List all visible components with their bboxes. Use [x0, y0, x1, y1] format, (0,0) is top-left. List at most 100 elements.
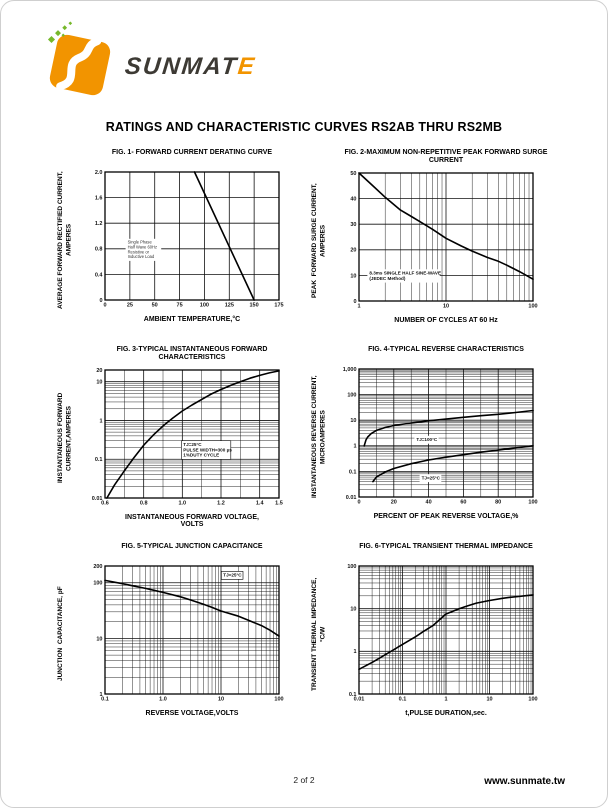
- figure-1-plot: 0 25 50 75 100 125 150 175 0 0.4 0.8 1.2 1.6 2.0 Singl…: [95, 170, 284, 309]
- svg-text:1,000: 1,000: [343, 367, 357, 373]
- y-axis-label: TRANSIENT THERMAL IMPEDANCE, °C/W: [311, 577, 327, 691]
- x-axis-label: INSTANTANEOUS FORWARD VOLTAGE, VOLTS: [125, 514, 259, 529]
- svg-text:TJ=100°C: TJ=100°C: [416, 437, 438, 442]
- figure-5: FIG. 5-TYPICAL JUNCTION CAPACITANCE JUNC…: [57, 543, 301, 740]
- curves: [358, 594, 534, 671]
- svg-text:0.01: 0.01: [346, 495, 357, 501]
- annotation: TJ=100°C: [414, 435, 439, 444]
- svg-text:10: 10: [443, 304, 449, 310]
- svg-text:0: 0: [353, 299, 356, 305]
- grid-lines: [104, 369, 280, 499]
- logo-wordmark-main: SUNMAT: [123, 53, 240, 80]
- svg-text:(JEDEC Method): (JEDEC Method): [369, 276, 405, 281]
- svg-text:30: 30: [350, 222, 356, 228]
- y-axis-label: PEAK FORWARD SURGE CURRENT, AMPERES: [311, 183, 327, 299]
- curve-junction-capacitance: [104, 579, 280, 637]
- svg-text:1.0: 1.0: [159, 697, 167, 703]
- grid-lines: [358, 565, 534, 695]
- svg-text:2.0: 2.0: [95, 170, 103, 176]
- svg-text:200: 200: [93, 564, 102, 570]
- x-tick-labels: 0.01 0.1 1 10 100: [354, 697, 538, 703]
- svg-text:1: 1: [99, 692, 102, 698]
- figure-4: FIG. 4-TYPICAL REVERSE CHARACTERISTICS I…: [311, 346, 555, 543]
- svg-text:100: 100: [274, 697, 283, 703]
- figure-title: FIG. 2-MAXIMUM NON-REPETITIVE PEAK FORWA…: [344, 149, 548, 165]
- figure-1: FIG. 1- FORWARD CURRENT DERATING CURVE A…: [57, 149, 301, 346]
- sunmate-logo-icon: [47, 21, 111, 96]
- svg-text:Single Phase: Single Phase: [128, 240, 153, 245]
- plot-border: [358, 368, 534, 498]
- svg-text:1.5: 1.5: [275, 501, 283, 507]
- x-axis-label: REVERSE VOLTAGE,VOLTS: [145, 710, 239, 717]
- y-tick-labels: 0.01 0.1 1 10 100 1,000: [343, 367, 357, 501]
- x-axis-label: NUMBER OF CYCLES AT 60 Hz: [394, 317, 498, 325]
- svg-text:Half Wave 60Hz: Half Wave 60Hz: [128, 244, 157, 249]
- y-axis-label: INSTANTANEOUS REVERSE CURRENT, MICROAMPE…: [311, 375, 327, 499]
- annotation: 8.3ms SINGLE HALF SINE-WAVE(JEDEC Method…: [367, 269, 441, 283]
- svg-text:10: 10: [96, 380, 102, 386]
- brand-logo: SUNMATE: [39, 19, 258, 101]
- svg-text:1: 1: [353, 444, 356, 450]
- figure-3: FIG. 3-TYPICAL INSTANTANEOUS FORWARD CHA…: [57, 346, 301, 543]
- svg-text:0.1: 0.1: [349, 469, 357, 475]
- svg-text:100: 100: [347, 564, 356, 570]
- curves: [193, 171, 255, 301]
- svg-text:0.8: 0.8: [140, 501, 148, 507]
- svg-text:40: 40: [350, 197, 356, 203]
- svg-text:80: 80: [495, 500, 501, 506]
- logo-wordmark-accent: E: [236, 53, 258, 80]
- figure-2-plot: 1 10 100 0 10 20 30 40 50 8.3ms SINGLE HALF SINE-…: [350, 171, 537, 310]
- svg-text:100: 100: [347, 393, 356, 399]
- svg-text:PULSE WIDTH=300 μs: PULSE WIDTH=300 μs: [183, 447, 232, 452]
- x-tick-labels: 0.1 1.0 10 100: [101, 697, 283, 703]
- svg-text:60: 60: [460, 500, 466, 506]
- y-tick-labels: 0.1 1 10 100: [347, 564, 356, 698]
- figure-title: FIG. 6-TYPICAL TRANSIENT THERMAL IMPEDAN…: [359, 543, 533, 550]
- figure-2: FIG. 2-MAXIMUM NON-REPETITIVE PEAK FORWA…: [311, 149, 555, 346]
- svg-text:0: 0: [357, 500, 360, 506]
- svg-text:0.1: 0.1: [399, 697, 407, 703]
- svg-text:50: 50: [350, 171, 356, 177]
- logo-wordmark: SUNMATE: [124, 53, 258, 81]
- annotation: TJ=25°C: [419, 474, 442, 483]
- curve-surge-current: [358, 172, 534, 281]
- svg-text:10: 10: [218, 697, 224, 703]
- svg-text:10: 10: [350, 273, 356, 279]
- grid-lines: [104, 171, 280, 301]
- svg-text:1: 1: [99, 418, 102, 424]
- x-axis-label: t,PULSE DURATION,sec.: [405, 710, 487, 717]
- plot-border: [358, 565, 534, 695]
- svg-text:100: 100: [528, 500, 537, 506]
- plot-border: [104, 565, 280, 695]
- figure-3-plot: 0.6 0.8 1.0 1.2 1.4 1.5 0.01 0.1 1 10 20 TJ=25°CPUL…: [92, 368, 283, 507]
- svg-text:10: 10: [486, 697, 492, 703]
- x-tick-labels: 0 20 40 60 80 100: [357, 500, 537, 506]
- svg-text:TJ=25°C: TJ=25°C: [422, 475, 441, 480]
- svg-text:0: 0: [99, 298, 102, 304]
- svg-text:0.8: 0.8: [95, 247, 103, 253]
- y-axis-label: AVERAGE FORWARD RECTIFIED CURRENT, AMPER…: [57, 171, 73, 309]
- y-tick-labels: 0.01 0.1 1 10 20: [92, 368, 103, 502]
- svg-text:20: 20: [96, 368, 102, 374]
- curve-thermal-impedance: [358, 594, 534, 671]
- svg-text:Inductive Load: Inductive Load: [128, 254, 155, 259]
- figure-title: FIG. 3-TYPICAL INSTANTANEOUS FORWARD CHA…: [116, 346, 268, 362]
- y-tick-labels: 1 10 100 200: [93, 564, 102, 698]
- figure-title: FIG. 5-TYPICAL JUNCTION CAPACITANCE: [121, 543, 263, 550]
- y-axis-label: INSTANTANEOUS FORWARD CURRENT,AMPERES: [57, 392, 73, 484]
- curves: [358, 172, 534, 281]
- annotation: TJ=25°C: [221, 571, 244, 580]
- grid-lines: [358, 368, 534, 498]
- figure-5-plot: 0.1 1.0 10 100 1 10 100 200 TJ=25°C: [93, 564, 283, 703]
- svg-text:0.4: 0.4: [95, 272, 104, 278]
- y-tick-labels: 0 10 20 30 40 50: [350, 171, 356, 305]
- x-tick-labels: 0 25 50 75 100 125 150 175: [103, 303, 283, 309]
- svg-text:0.1: 0.1: [101, 697, 109, 703]
- svg-text:40: 40: [426, 500, 432, 506]
- svg-text:175: 175: [274, 303, 283, 309]
- svg-text:1.0: 1.0: [178, 501, 186, 507]
- svg-text:10: 10: [96, 636, 102, 642]
- svg-text:50: 50: [152, 303, 158, 309]
